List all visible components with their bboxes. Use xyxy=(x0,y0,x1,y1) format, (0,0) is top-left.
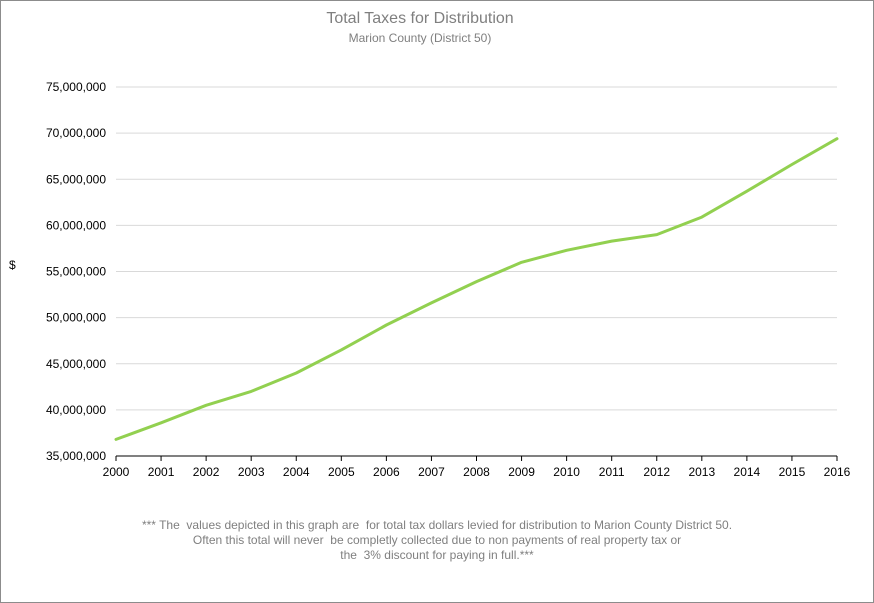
y-tick-label: 65,000,000 xyxy=(46,172,106,186)
x-tick-label: 2010 xyxy=(553,465,580,479)
y-tick-label: 40,000,000 xyxy=(46,403,106,417)
x-tick-label: 2014 xyxy=(734,465,761,479)
x-tick-label: 2001 xyxy=(148,465,175,479)
x-tick-label: 2009 xyxy=(508,465,535,479)
gridlines xyxy=(116,86,837,411)
y-tick-label: 60,000,000 xyxy=(46,218,106,232)
data-point xyxy=(836,137,839,140)
chart-title: Total Taxes for Distribution xyxy=(326,10,514,27)
data-point xyxy=(385,324,388,327)
x-tick-label: 2003 xyxy=(238,465,265,479)
data-point xyxy=(430,301,433,304)
y-tick-label: 45,000,000 xyxy=(46,357,106,371)
y-tick-label: 50,000,000 xyxy=(46,311,106,325)
y-axis-ticks: 35,000,000 40,000,000 45,000,000 50,000,000… xyxy=(46,80,106,463)
data-point xyxy=(610,240,613,243)
footnote: *** The values depicted in this graph ar… xyxy=(0,518,874,563)
x-tick-label: 2012 xyxy=(643,465,670,479)
footnote-line-2: Often this total will never be completly… xyxy=(192,533,682,547)
x-tick-label: 2006 xyxy=(373,465,400,479)
footnote-line-1: *** The values depicted in this graph ar… xyxy=(141,518,733,532)
y-axis-label: $ xyxy=(9,258,16,272)
x-tick-label: 2002 xyxy=(193,465,220,479)
x-tick-label: 2008 xyxy=(463,465,490,479)
x-tick-label: 2011 xyxy=(599,465,625,479)
series-group xyxy=(114,137,839,441)
y-tick-label: 55,000,000 xyxy=(46,265,106,279)
x-tick-label: 2004 xyxy=(283,465,310,479)
footnote-line-3: the 3% discount for paying in full.*** xyxy=(340,548,534,562)
x-axis-ticks: 2000 2001 2002 2003 2004 2005 2006 2007 2008 2009… xyxy=(103,456,851,479)
x-tick-label: 2007 xyxy=(418,465,445,479)
series-line xyxy=(114,137,839,441)
data-point xyxy=(205,404,208,407)
data-point xyxy=(565,249,568,252)
data-point xyxy=(250,390,253,393)
chart-subtitle: Marion County (District 50) xyxy=(348,31,492,45)
data-point xyxy=(700,216,703,219)
data-point xyxy=(790,163,793,166)
data-point xyxy=(475,280,478,283)
y-tick-label: 75,000,000 xyxy=(46,80,106,94)
x-tick-label: 2016 xyxy=(824,465,851,479)
data-point xyxy=(655,233,658,236)
data-point xyxy=(745,190,748,193)
x-tick-label: 2000 xyxy=(103,465,130,479)
data-point xyxy=(295,371,298,374)
y-tick-label: 70,000,000 xyxy=(46,126,106,140)
data-point xyxy=(160,421,163,424)
data-point xyxy=(340,348,343,351)
x-tick-label: 2005 xyxy=(328,465,355,479)
data-point xyxy=(520,261,523,264)
x-tick-label: 2013 xyxy=(688,465,715,479)
y-tick-label: 35,000,000 xyxy=(46,449,106,463)
x-tick-label: 2015 xyxy=(779,465,806,479)
data-point xyxy=(115,438,118,441)
